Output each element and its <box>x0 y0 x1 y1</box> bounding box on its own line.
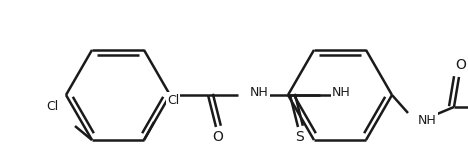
Text: NH: NH <box>332 87 351 99</box>
Text: Cl: Cl <box>47 99 59 113</box>
Text: NH: NH <box>250 87 269 99</box>
Text: Cl: Cl <box>167 94 179 107</box>
Text: S: S <box>296 130 304 144</box>
Text: O: O <box>455 58 467 72</box>
Text: O: O <box>212 130 223 144</box>
Text: NH: NH <box>418 114 437 127</box>
